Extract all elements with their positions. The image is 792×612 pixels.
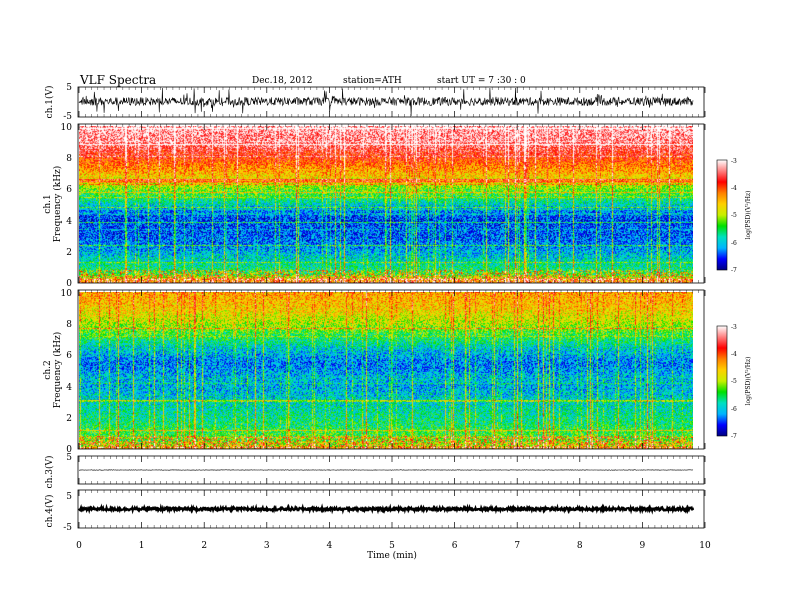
ch1-spectrogram-panel: 10 8 6 4 2 0 ch.1 Frequency (kHz) -3 -4 … <box>43 123 752 289</box>
ch2-colorbar-tick-m6: -6 <box>731 406 737 413</box>
figure-header: VLF Spectra Dec.18, 2012 station=ATH sta… <box>79 73 526 87</box>
ch2-ytick-10: 10 <box>61 289 73 299</box>
ch3-waveform-trace <box>79 469 694 471</box>
ch1-ytick-2: 2 <box>66 248 72 258</box>
ch1-colorbar-tick-m4: -4 <box>731 185 737 192</box>
ch1-ytick-8: 8 <box>66 154 72 164</box>
time-axis: 0 1 2 3 4 5 6 7 8 9 10 Time (min) <box>76 541 711 561</box>
time-tick-marks <box>78 87 706 528</box>
ch2-spectrogram-image <box>79 292 693 449</box>
ch2-colorbar-tick-m4: -4 <box>731 351 737 358</box>
ch1-waveform-panel: 5 -5 ch.1(V) <box>44 83 705 122</box>
station-label: station=ATH <box>343 76 402 86</box>
ch1-ytick-4: 4 <box>66 217 72 227</box>
ch2-spectrogram-channel-label: ch.2 <box>43 360 53 379</box>
xtick-2: 2 <box>201 541 207 551</box>
ch4-waveform-ylabel: ch.4(V) <box>44 495 55 528</box>
ch1-waveform-ylabel: ch.1(V) <box>44 86 55 119</box>
ch1-spectrogram-channel-label: ch.1 <box>43 194 53 213</box>
ch4-ytick-top: 5 <box>66 492 72 502</box>
ch2-colorbar-tick-m3: -3 <box>731 324 737 331</box>
ch3-waveform-panel: 5 ch.3(V) <box>44 453 705 489</box>
ch3-waveform-frame <box>77 455 705 485</box>
xtick-9: 9 <box>640 541 646 551</box>
ch1-colorbar-tick-m3: -3 <box>731 158 737 165</box>
xtick-3: 3 <box>264 541 270 551</box>
ch2-colorbar-tick-m7: -7 <box>731 433 737 440</box>
ch2-ytick-6: 6 <box>66 351 72 361</box>
ch4-waveform-frame <box>77 489 705 529</box>
ch1-waveform-frame <box>77 86 705 118</box>
ch4-waveform-trace <box>77 503 695 515</box>
ch2-colorbar-label: log(PSD)(V²/Hz) <box>745 357 752 406</box>
xtick-4: 4 <box>327 541 333 551</box>
ch2-colorbar-tick-m5: -5 <box>731 378 737 385</box>
ch2-ytick-4: 4 <box>66 383 72 393</box>
start-time-label: start UT = 7 :30 : 0 <box>437 76 526 86</box>
ch1-ytick-10: 10 <box>61 123 73 133</box>
xtick-0: 0 <box>76 541 82 551</box>
xtick-7: 7 <box>514 541 520 551</box>
ch1-colorbar-tick-m7: -7 <box>731 267 737 274</box>
ch4-waveform-panel: 5 -5 ch.4(V) <box>44 489 705 533</box>
ch1-colorbar-frame <box>716 159 728 271</box>
ch1-colorbar-tick-m6: -6 <box>731 240 737 247</box>
ch2-ytick-2: 2 <box>66 414 72 424</box>
ch1-ytick-6: 6 <box>66 185 72 195</box>
xtick-6: 6 <box>452 541 458 551</box>
ch2-colorbar-frame <box>716 325 728 437</box>
xtick-1: 1 <box>139 541 145 551</box>
ch1-colorbar <box>717 160 727 270</box>
ch1-ytick-bottom: -5 <box>63 112 72 122</box>
ch1-ytick-top: 5 <box>66 83 72 93</box>
ch3-ytick-top: 5 <box>66 453 72 463</box>
ch2-colorbar <box>717 326 727 436</box>
figure-title: VLF Spectra <box>79 73 156 87</box>
ch1-colorbar-tick-m5: -5 <box>731 212 737 219</box>
ch1-spectrogram-image <box>79 126 693 283</box>
xaxis-label: Time (min) <box>367 550 417 561</box>
xtick-8: 8 <box>577 541 583 551</box>
ch1-spectrogram-frame <box>77 123 705 284</box>
xtick-10: 10 <box>699 541 711 551</box>
ch4-ytick-bottom: -5 <box>63 523 72 533</box>
ch1-waveform-trace <box>78 87 694 117</box>
ch1-spectrogram-ylabel: Frequency (kHz) <box>52 166 63 243</box>
ch1-colorbar-label: log(PSD)(V²/Hz) <box>745 191 752 240</box>
ch2-spectrogram-frame <box>77 289 705 450</box>
date-label: Dec.18, 2012 <box>252 76 313 86</box>
ch2-ytick-0: 0 <box>66 445 72 455</box>
ch2-spectrogram-panel: 10 8 6 4 2 0 ch.2 Frequency (kHz) -3 -4 … <box>43 289 752 455</box>
ch1-ytick-0: 0 <box>66 279 72 289</box>
ch2-spectrogram-ylabel: Frequency (kHz) <box>52 332 63 409</box>
ch3-waveform-ylabel: ch.3(V) <box>44 456 55 489</box>
xtick-5: 5 <box>389 541 395 551</box>
ch2-ytick-8: 8 <box>66 320 72 330</box>
